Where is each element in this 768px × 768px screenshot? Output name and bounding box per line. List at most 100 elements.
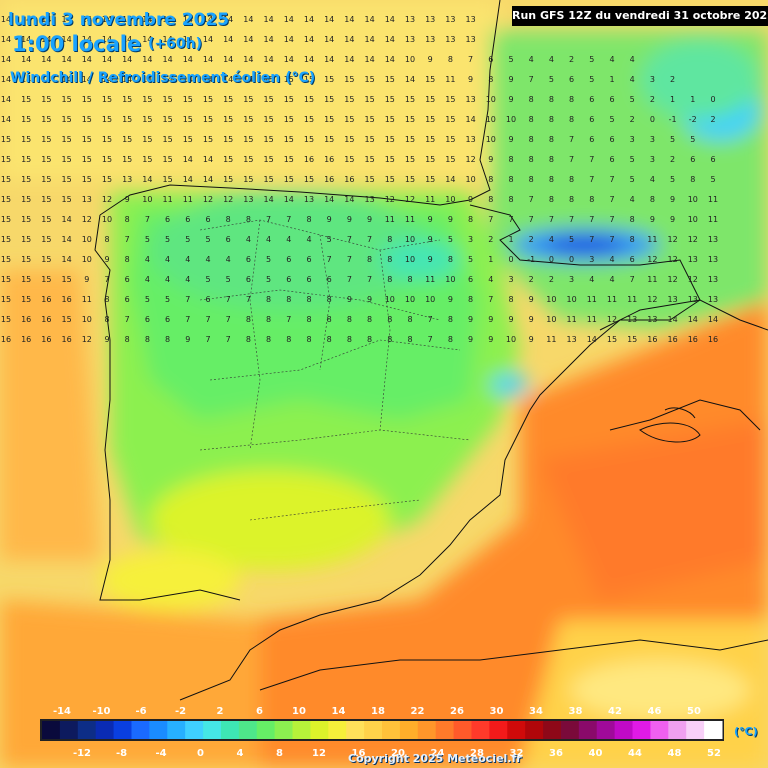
grid-value: 2 — [529, 275, 534, 284]
grid-value: 15 — [21, 195, 31, 204]
grid-value: 12 — [668, 255, 678, 264]
grid-value: 14 — [203, 15, 213, 24]
grid-value: 15 — [425, 175, 435, 184]
grid-value: 5 — [266, 275, 271, 284]
grid-value: 1 — [609, 75, 614, 84]
grid-value: 6 — [569, 75, 574, 84]
grid-value: 6 — [165, 315, 170, 324]
grid-value: 11 — [587, 315, 597, 324]
grid-value: 10 — [405, 295, 415, 304]
grid-value: 13 — [567, 335, 577, 344]
grid-value: 15 — [102, 135, 112, 144]
grid-value: 4 — [488, 275, 493, 284]
grid-value: 12 — [102, 195, 112, 204]
grid-value: 9 — [670, 215, 675, 224]
legend-swatch — [471, 721, 490, 739]
grid-value: 15 — [365, 155, 375, 164]
grid-value: 3 — [650, 135, 655, 144]
grid-value: 8 — [306, 335, 311, 344]
grid-value: 9 — [508, 95, 513, 104]
grid-value: 9 — [529, 315, 534, 324]
grid-value: 15 — [1, 235, 11, 244]
grid-value: 15 — [82, 115, 92, 124]
grid-value: 1 — [690, 95, 695, 104]
grid-value: 16 — [41, 295, 51, 304]
legend-swatch — [525, 721, 544, 739]
grid-value: 14 — [41, 75, 51, 84]
grid-value: 14 — [1, 15, 11, 24]
grid-value: 9 — [508, 135, 513, 144]
grid-value: 9 — [488, 315, 493, 324]
legend-swatch — [489, 721, 508, 739]
legend-label-top: -6 — [135, 706, 146, 717]
grid-value: 10 — [546, 295, 556, 304]
grid-value: 14 — [284, 15, 294, 24]
grid-value: 14 — [203, 75, 213, 84]
grid-value: 8 — [448, 335, 453, 344]
grid-value: 8 — [407, 275, 412, 284]
grid-value: 10 — [405, 255, 415, 264]
grid-value: 2 — [670, 75, 675, 84]
grid-value: 13 — [466, 135, 476, 144]
grid-value: 7 — [589, 235, 594, 244]
grid-value: 2 — [529, 235, 534, 244]
grid-value: 9 — [508, 315, 513, 324]
grid-value: 15 — [183, 135, 193, 144]
grid-value: 14 — [344, 15, 354, 24]
grid-value: 15 — [1, 315, 11, 324]
legend-swatch — [220, 721, 240, 739]
legend-label-bottom: 28 — [470, 748, 484, 759]
grid-value: 14 — [122, 55, 132, 64]
legend-swatch — [399, 721, 419, 739]
grid-value: 13 — [425, 35, 435, 44]
grid-value: 14 — [82, 35, 92, 44]
grid-value: 14 — [445, 175, 455, 184]
grid-value: 8 — [529, 175, 534, 184]
legend-label-top: 34 — [529, 706, 543, 717]
legend-swatch — [417, 721, 437, 739]
grid-value: 8 — [630, 215, 635, 224]
grid-value: 13 — [708, 295, 718, 304]
grid-value: 15 — [304, 95, 314, 104]
grid-value: 15 — [163, 115, 173, 124]
grid-value: 13 — [466, 95, 476, 104]
grid-value: 14 — [82, 15, 92, 24]
grid-value: 14 — [365, 35, 375, 44]
grid-value: 10 — [385, 295, 395, 304]
legend-swatch — [507, 721, 526, 739]
legend-swatch — [328, 721, 347, 739]
grid-value: 14 — [183, 155, 193, 164]
grid-value: 10 — [82, 255, 92, 264]
grid-value: 8 — [125, 255, 130, 264]
grid-value: 15 — [41, 215, 51, 224]
grid-value: 15 — [142, 115, 152, 124]
grid-value: 11 — [567, 315, 577, 324]
grid-value: 4 — [165, 275, 170, 284]
grid-value: 7 — [125, 315, 130, 324]
grid-value: 15 — [385, 95, 395, 104]
grid-value: 5 — [145, 235, 150, 244]
grid-value: 5 — [609, 115, 614, 124]
grid-value: 15 — [41, 95, 51, 104]
grid-value: 15 — [1, 275, 11, 284]
grid-value: 15 — [264, 135, 274, 144]
grid-value: 9 — [448, 215, 453, 224]
grid-value: 15 — [385, 75, 395, 84]
grid-value: 4 — [165, 255, 170, 264]
grid-value: 15 — [243, 115, 253, 124]
grid-value: 8 — [306, 215, 311, 224]
grid-value: 14 — [1, 35, 11, 44]
legend-swatch — [274, 721, 294, 739]
grid-value: 14 — [243, 75, 253, 84]
grid-value: 10 — [445, 195, 455, 204]
grid-value: 10 — [102, 215, 112, 224]
grid-value: 4 — [529, 55, 534, 64]
grid-value: 7 — [205, 335, 210, 344]
grid-value: 12 — [203, 195, 213, 204]
grid-value: 14 — [223, 35, 233, 44]
grid-value: 7 — [488, 295, 493, 304]
grid-value: 14 — [183, 15, 193, 24]
grid-value: 15 — [82, 135, 92, 144]
grid-value: 12 — [647, 255, 657, 264]
